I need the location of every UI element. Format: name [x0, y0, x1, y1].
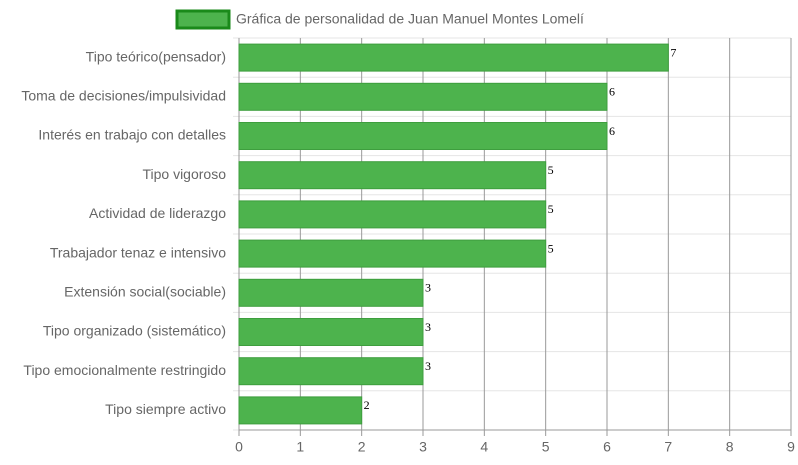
- y-tick-label: Tipo siempre activo: [105, 401, 226, 417]
- y-tick-label: Interés en trabajo con detalles: [38, 127, 226, 143]
- value-label: 6: [609, 85, 615, 99]
- x-tick-label: 0: [235, 439, 243, 455]
- bar: [238, 122, 608, 150]
- value-label: 3: [425, 281, 431, 295]
- value-label: 2: [364, 398, 370, 412]
- bar: [238, 357, 424, 386]
- bar: [238, 318, 424, 346]
- x-tick-label: 2: [358, 439, 366, 455]
- value-label: 3: [425, 320, 431, 334]
- x-tick-label: 6: [603, 439, 611, 455]
- bar: [238, 239, 547, 268]
- legend-swatch: [175, 9, 231, 30]
- bar: [238, 396, 363, 425]
- y-tick-label: Tipo teórico(pensador): [86, 48, 226, 64]
- x-tick-label: 9: [787, 439, 795, 455]
- y-tick-label: Actividad de liderazgo: [89, 205, 226, 221]
- x-tick-label: 1: [296, 439, 304, 455]
- y-tick-label: Tipo emocionalmente restringido: [23, 362, 226, 378]
- y-tick-label: Tipo vigoroso: [142, 166, 226, 182]
- legend-label: Gráfica de personalidad de Juan Manuel M…: [236, 11, 584, 27]
- bar: [238, 278, 424, 307]
- bar: [238, 161, 547, 190]
- value-label: 6: [609, 124, 615, 138]
- value-label: 7: [670, 45, 676, 59]
- x-tick-label: 7: [664, 439, 672, 455]
- value-label: 5: [548, 202, 554, 216]
- y-tick-label: Trabajador tenaz e intensivo: [50, 244, 226, 260]
- x-tick-label: 3: [419, 439, 427, 455]
- value-label: 5: [548, 163, 554, 177]
- value-label: 3: [425, 359, 431, 373]
- y-tick-label: Extensión social(sociable): [64, 284, 226, 300]
- x-tick-label: 5: [542, 439, 550, 455]
- value-label: 5: [548, 241, 554, 255]
- bar: [238, 82, 608, 111]
- x-tick-label: 4: [480, 439, 488, 455]
- x-tick-label: 8: [726, 439, 734, 455]
- bar: [238, 43, 669, 72]
- y-tick-label: Toma de decisiones/impulsividad: [21, 88, 226, 104]
- y-tick-label: Tipo organizado (sistemático): [43, 323, 226, 339]
- bar: [238, 200, 547, 229]
